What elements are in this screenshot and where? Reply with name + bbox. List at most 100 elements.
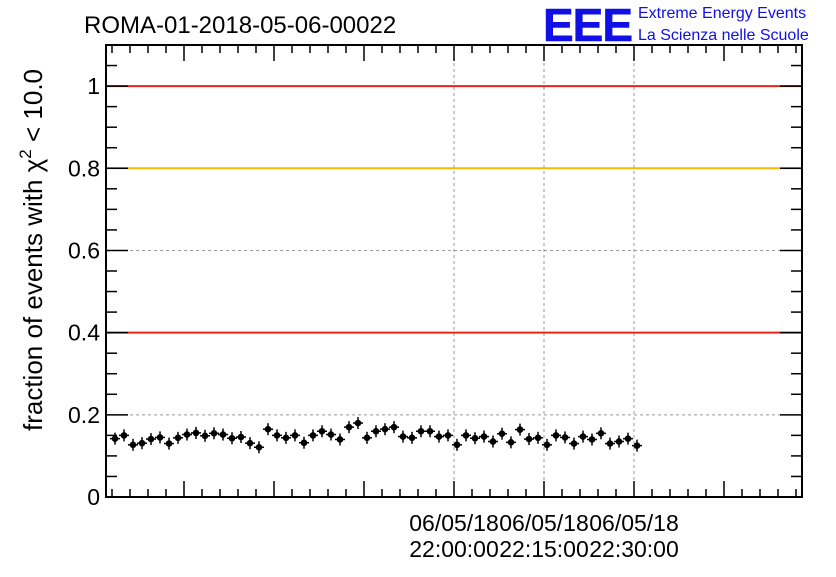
data-point xyxy=(299,436,309,449)
data-point xyxy=(200,429,210,442)
grid-lines xyxy=(106,45,802,497)
data-point xyxy=(128,438,138,451)
data-point-marker xyxy=(417,427,425,435)
data-point xyxy=(497,427,507,440)
data-point xyxy=(623,432,633,445)
data-point xyxy=(416,425,426,438)
data-point xyxy=(479,430,489,443)
data-point xyxy=(551,429,561,442)
eee-logo-mark: EEE xyxy=(543,0,632,51)
data-point xyxy=(506,436,516,449)
x-tick-labels: 06/05/1822:00:0006/05/1822:15:0006/05/18… xyxy=(409,510,679,562)
data-point xyxy=(281,431,291,444)
data-point-marker xyxy=(183,431,191,438)
data-point xyxy=(434,430,444,443)
data-point xyxy=(137,437,147,450)
data-point xyxy=(146,433,156,446)
data-point-marker xyxy=(435,433,443,440)
data-point-marker xyxy=(444,432,452,439)
y-tick-label: 0.8 xyxy=(68,155,100,181)
data-point xyxy=(632,439,642,452)
data-point xyxy=(344,421,354,434)
data-point-marker xyxy=(561,434,569,441)
data-point-marker xyxy=(291,432,299,439)
data-point xyxy=(569,437,579,450)
data-point-marker xyxy=(381,425,389,433)
data-point xyxy=(452,438,462,451)
data-point-marker xyxy=(534,434,542,442)
x-tick-label-time: 22:30:00 xyxy=(589,536,679,562)
data-point xyxy=(119,429,129,442)
data-point xyxy=(254,441,264,454)
chart-title: ROMA-01-2018-05-06-00022 xyxy=(84,12,396,39)
y-tick-label: 0.2 xyxy=(68,402,100,428)
data-point-marker xyxy=(597,430,605,437)
data-point-marker xyxy=(552,432,560,439)
data-point xyxy=(425,425,435,438)
data-point-marker xyxy=(498,430,506,438)
y-tick-label: 0.6 xyxy=(68,237,100,263)
data-point-marker xyxy=(264,425,272,433)
data-point-marker xyxy=(201,432,209,440)
data-point xyxy=(443,429,453,442)
data-point xyxy=(308,429,318,442)
data-point-marker xyxy=(282,434,290,442)
x-tick-label-time: 22:00:00 xyxy=(409,536,499,562)
x-tick-label-date: 06/05/18 xyxy=(409,510,499,536)
data-point-marker xyxy=(480,433,488,440)
data-point-marker xyxy=(372,427,380,435)
y-tick-label: 0.4 xyxy=(68,320,100,346)
x-tick-label-date: 06/05/18 xyxy=(499,510,589,536)
data-point xyxy=(182,428,192,441)
data-point-marker xyxy=(390,423,398,431)
data-point xyxy=(470,432,480,445)
data-point xyxy=(110,432,120,445)
data-point xyxy=(263,423,273,436)
data-point-marker xyxy=(273,432,281,439)
eee-logo-line2: La Scienza nelle Scuole xyxy=(638,27,809,44)
data-point-marker xyxy=(147,435,155,443)
y-tick-labels: 0 0.2 0.4 0.6 0.8 1 xyxy=(68,73,100,510)
data-point-marker xyxy=(453,441,461,449)
data-point-marker xyxy=(579,433,587,440)
data-point xyxy=(524,433,534,446)
data-points xyxy=(110,417,642,454)
data-point xyxy=(218,428,228,441)
data-point xyxy=(596,427,606,440)
data-point xyxy=(533,431,543,444)
data-point-marker xyxy=(399,433,407,440)
data-point xyxy=(209,427,219,440)
data-point-marker xyxy=(165,440,173,447)
y-axis-label: fraction of events with χ2 < 10.0 xyxy=(16,69,48,431)
reference-lines xyxy=(106,85,802,334)
data-point-marker xyxy=(300,439,308,447)
data-point xyxy=(236,431,246,444)
data-point xyxy=(326,428,336,441)
y-tick-label: 0 xyxy=(87,484,100,510)
data-point-marker xyxy=(138,439,146,447)
x-tick-label-time: 22:15:00 xyxy=(499,536,589,562)
y-tick-label: 1 xyxy=(87,73,100,99)
data-point-marker xyxy=(237,433,245,441)
data-point xyxy=(560,431,570,444)
data-point-marker xyxy=(228,434,236,442)
data-point-marker xyxy=(156,434,164,441)
y-axis-label-prefix: fraction of events with χ xyxy=(18,158,48,431)
data-point-marker xyxy=(363,434,371,442)
data-point xyxy=(173,431,183,444)
data-point-marker xyxy=(219,431,227,438)
y-axis-label-suffix: < 10.0 xyxy=(18,69,48,149)
data-point xyxy=(335,433,345,446)
data-point-marker xyxy=(624,435,632,442)
data-point xyxy=(389,421,399,434)
data-point xyxy=(245,437,255,450)
data-point xyxy=(371,425,381,438)
data-point-marker xyxy=(462,432,470,439)
data-point xyxy=(542,438,552,451)
data-point-marker xyxy=(426,427,434,435)
data-point-marker xyxy=(633,442,641,449)
data-point xyxy=(353,417,363,430)
data-point-marker xyxy=(543,441,551,449)
